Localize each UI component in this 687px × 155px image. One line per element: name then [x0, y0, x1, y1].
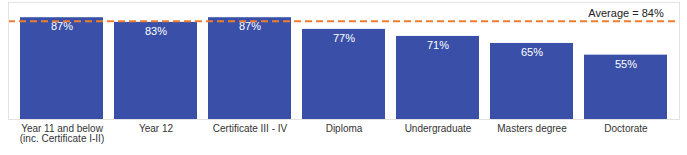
svg-text:Undergraduate: Undergraduate	[405, 123, 472, 134]
svg-text:77%: 77%	[333, 32, 355, 44]
svg-text:83%: 83%	[145, 25, 167, 37]
svg-text:Average = 84%: Average = 84%	[588, 7, 664, 19]
svg-text:55%: 55%	[615, 58, 637, 70]
svg-text:Masters degree: Masters degree	[497, 123, 567, 134]
svg-text:Year 12: Year 12	[139, 123, 174, 134]
svg-text:Year 11 and below(inc. Certifi: Year 11 and below(inc. Certificate I-II)	[20, 123, 104, 144]
svg-text:Certificate III - IV: Certificate III - IV	[213, 123, 288, 134]
svg-text:71%: 71%	[427, 39, 449, 51]
svg-text:Diploma: Diploma	[326, 123, 363, 134]
svg-text:87%: 87%	[51, 20, 73, 33]
svg-text:Doctorate: Doctorate	[604, 123, 648, 134]
svg-text:87%: 87%	[239, 20, 261, 33]
svg-text:65%: 65%	[521, 46, 543, 58]
